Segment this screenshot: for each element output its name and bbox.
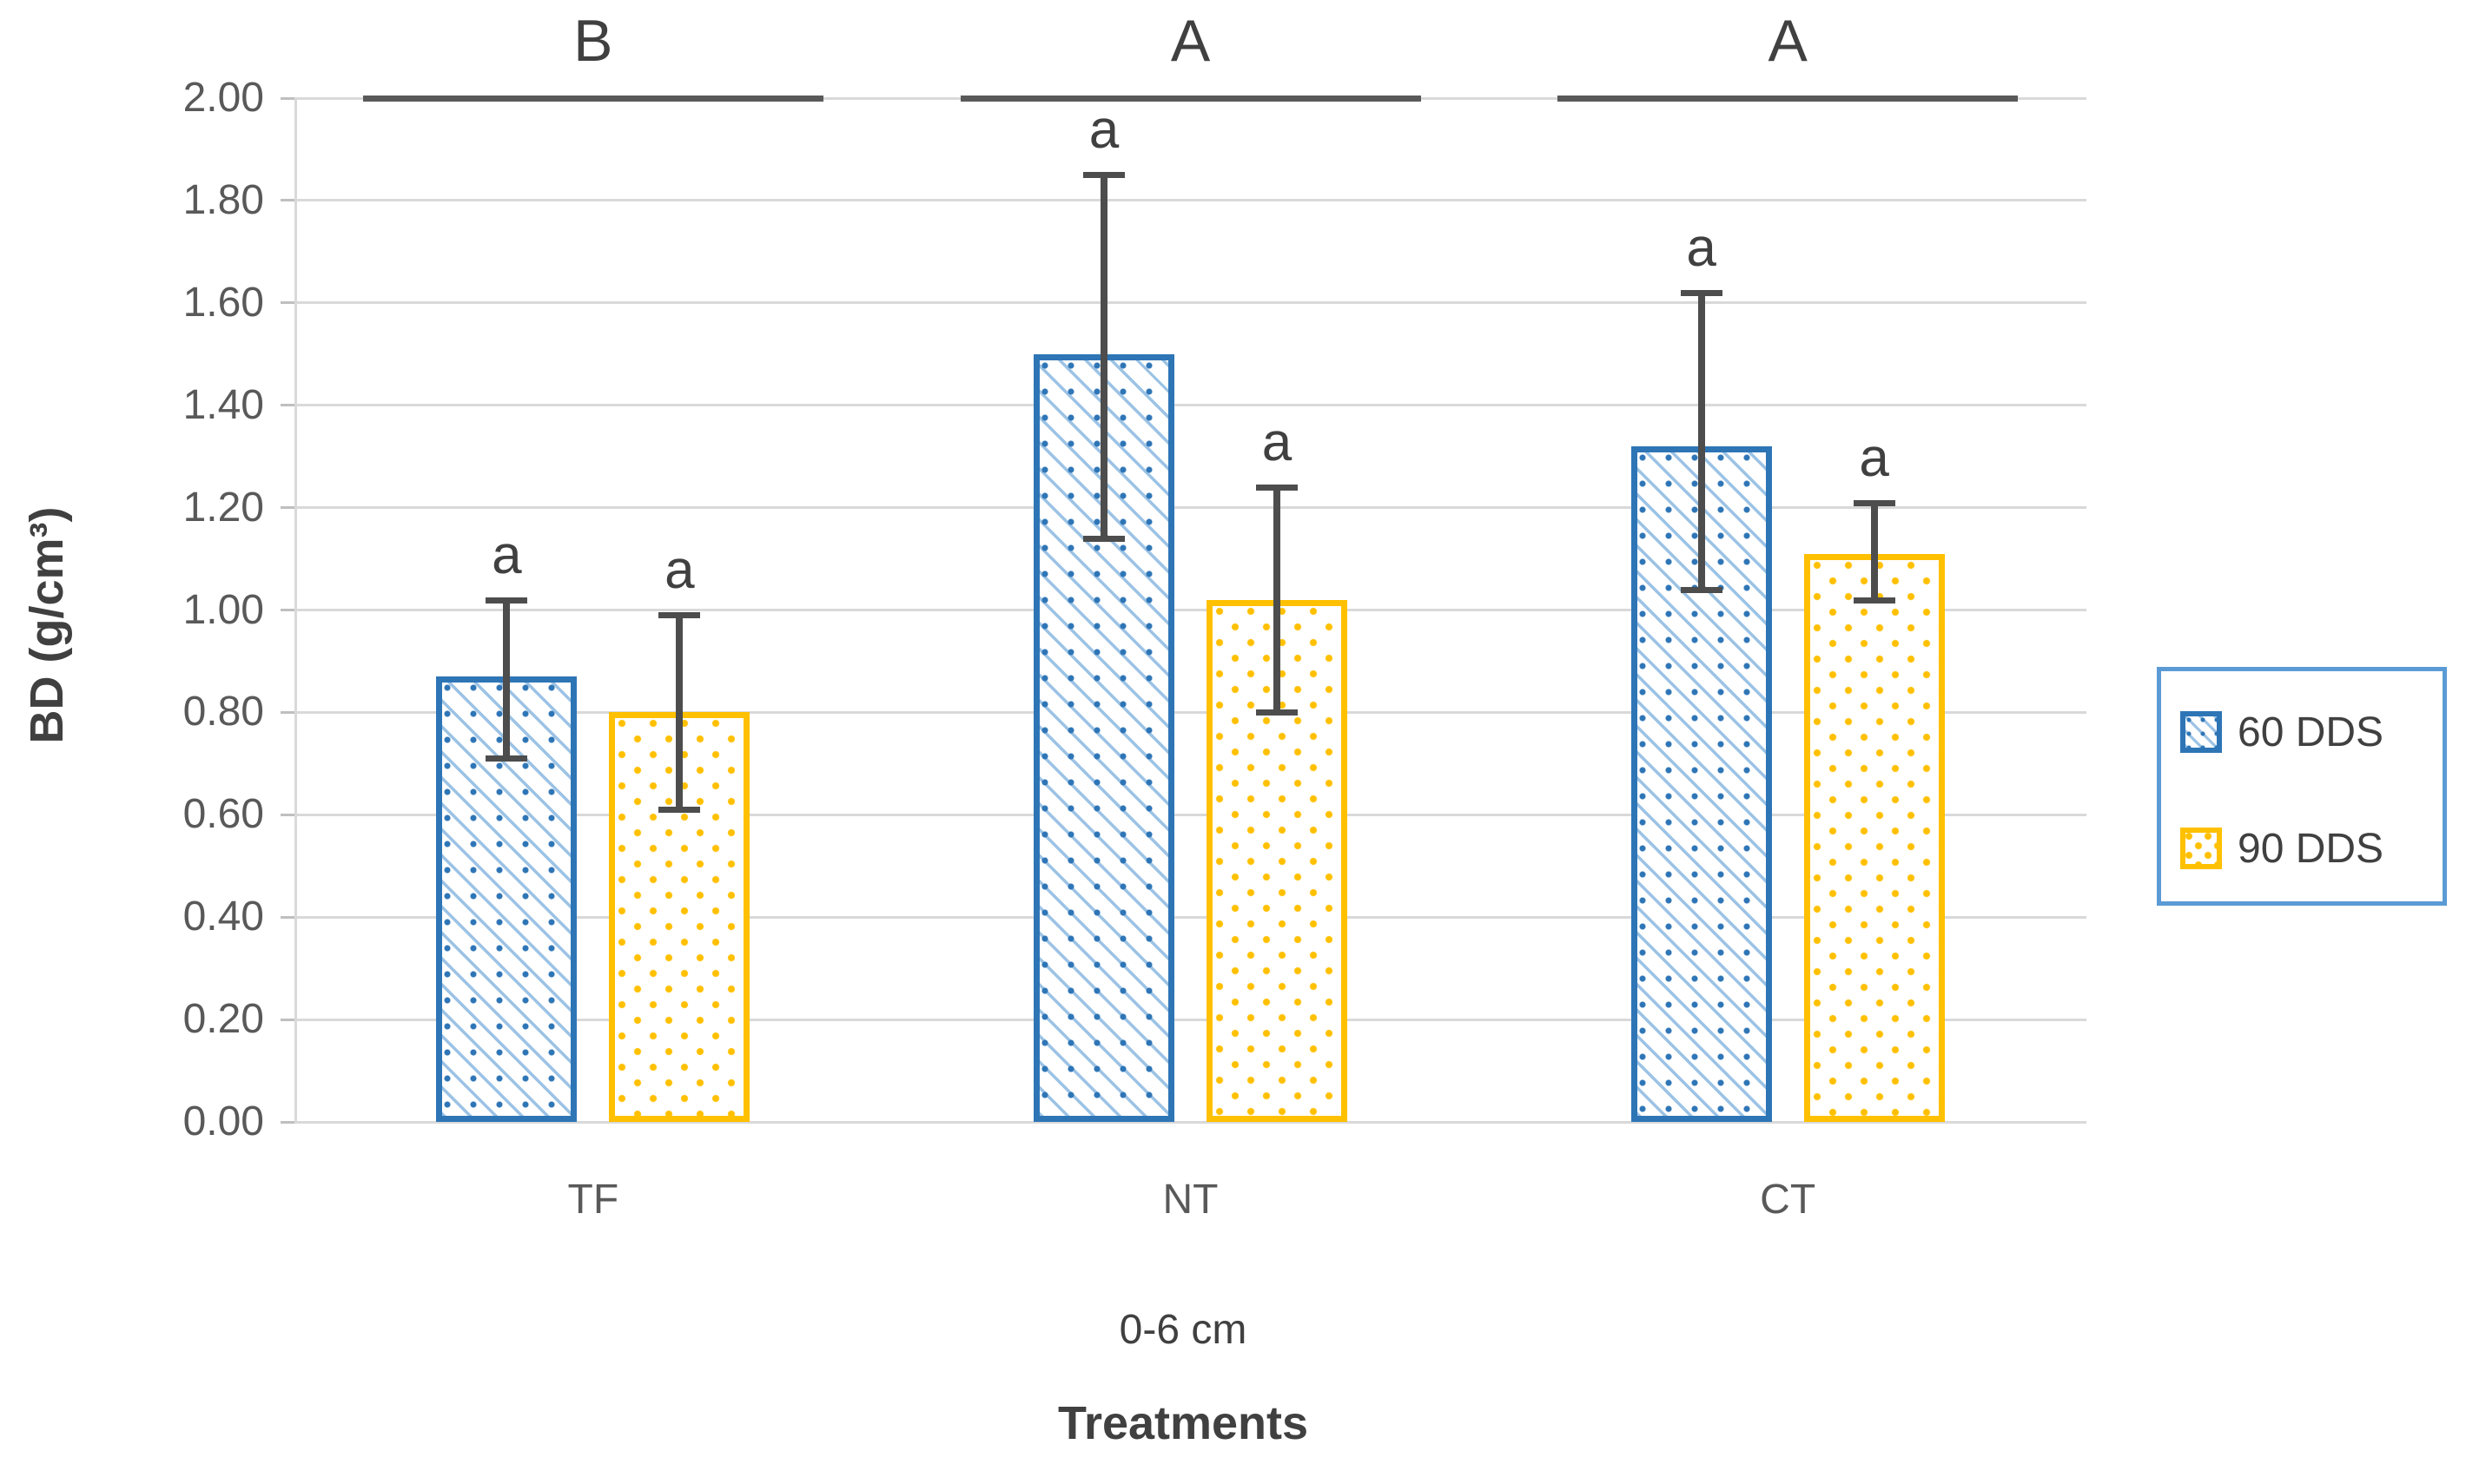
legend-label: 60 DDS	[2238, 709, 2384, 755]
y-tick-label: 0.60	[182, 791, 264, 838]
y-axis-line	[294, 98, 297, 1122]
gridline-1.60	[294, 301, 2086, 305]
y-tick-label: 0.20	[182, 996, 264, 1043]
y-tick-label: 1.20	[182, 484, 264, 531]
error-bar-cap-bottom-60dds-ct	[1680, 586, 1722, 593]
error-bar-cap-top-60dds-nt	[1083, 172, 1125, 179]
y-axis-title: BD (g/cm³)	[21, 506, 73, 744]
error-bar-cap-bottom-90dds-ct	[1853, 597, 1895, 603]
hatch-swatch-icon	[2180, 711, 2222, 753]
dot-swatch-icon	[2180, 828, 2222, 869]
error-bar-cap-bottom-60dds-nt	[1083, 535, 1125, 542]
y-tick-mark	[281, 710, 294, 714]
gridline-1.80	[294, 199, 2086, 202]
error-bar-stem-90dds-nt	[1273, 487, 1280, 713]
y-tick-mark	[281, 915, 294, 919]
error-bar-cap-top-60dds-ct	[1680, 290, 1722, 296]
y-tick-mark	[281, 199, 294, 202]
y-tick-mark	[281, 1018, 294, 1021]
error-bar-stem-90dds-tf	[676, 615, 684, 810]
group-significance-letter: A	[1768, 8, 1808, 74]
y-tick-label: 0.40	[182, 894, 264, 940]
y-tick-label: 1.60	[182, 279, 264, 326]
y-tick-label: 1.00	[182, 586, 264, 633]
x-tick-label: TF	[567, 1177, 619, 1223]
error-bar-stem-60dds-tf	[503, 599, 511, 759]
bar-significance-letter-90dds-ct: a	[1859, 427, 1889, 488]
significance-group-line	[362, 96, 823, 102]
y-tick-mark	[281, 813, 294, 816]
significance-group-line	[1557, 96, 2019, 102]
y-tick-label: 0.00	[182, 1098, 264, 1144]
legend: 60 DDS 90 DDS	[2157, 667, 2447, 906]
x-axis-title: Treatments	[1057, 1397, 1309, 1449]
error-bar-cap-top-90dds-nt	[1256, 485, 1298, 491]
legend-item-90dds: 90 DDS	[2180, 821, 2383, 876]
error-bar-stem-60dds-nt	[1101, 175, 1107, 538]
y-tick-mark	[281, 506, 294, 510]
error-bar-stem-60dds-ct	[1697, 293, 1705, 590]
y-tick-label: 2.00	[182, 75, 264, 121]
bar-significance-letter-60dds-nt: a	[1088, 100, 1120, 161]
gridline-1.20	[294, 506, 2086, 510]
gridline-0.00	[294, 1120, 2086, 1124]
gridline-0.80	[294, 710, 2086, 714]
group-significance-letter: B	[573, 8, 613, 74]
group-significance-letter: A	[1170, 8, 1211, 74]
bar-90dds-ct	[1803, 553, 1945, 1122]
x-tick-label: CT	[1760, 1177, 1816, 1223]
y-tick-mark	[281, 609, 294, 611]
error-bar-cap-bottom-90dds-nt	[1256, 709, 1298, 716]
legend-label: 90 DDS	[2238, 825, 2384, 872]
gridline-1.40	[294, 404, 2086, 407]
y-tick-mark	[281, 96, 294, 100]
error-bar-stem-90dds-ct	[1870, 502, 1878, 600]
y-tick-mark	[281, 301, 294, 305]
error-bar-cap-bottom-90dds-tf	[658, 807, 701, 814]
y-tick-mark	[281, 404, 294, 407]
legend-item-60dds: 60 DDS	[2180, 704, 2383, 760]
bar-significance-letter-90dds-nt: a	[1261, 412, 1293, 473]
bar-significance-letter-60dds-ct: a	[1686, 218, 1716, 278]
gridline-0.60	[294, 813, 2086, 816]
y-tick-mark	[281, 1120, 294, 1124]
gridline-0.40	[294, 915, 2086, 919]
error-bar-cap-top-90dds-tf	[658, 612, 701, 619]
x-tick-label: NT	[1162, 1177, 1219, 1223]
significance-group-line	[960, 96, 1421, 102]
gridline-0.20	[294, 1018, 2086, 1021]
y-tick-label: 0.80	[182, 689, 264, 735]
y-tick-label: 1.80	[182, 176, 264, 223]
gridline-1.00	[294, 609, 2086, 611]
bar-significance-letter-90dds-tf: a	[664, 540, 695, 601]
error-bar-cap-bottom-60dds-tf	[486, 755, 528, 762]
error-bar-cap-top-90dds-ct	[1853, 499, 1895, 506]
depth-sublabel: 0-6 cm	[1119, 1307, 1247, 1353]
y-tick-label: 1.40	[182, 381, 264, 428]
error-bar-cap-top-60dds-tf	[486, 597, 528, 603]
bar-significance-letter-60dds-tf: a	[492, 524, 522, 585]
